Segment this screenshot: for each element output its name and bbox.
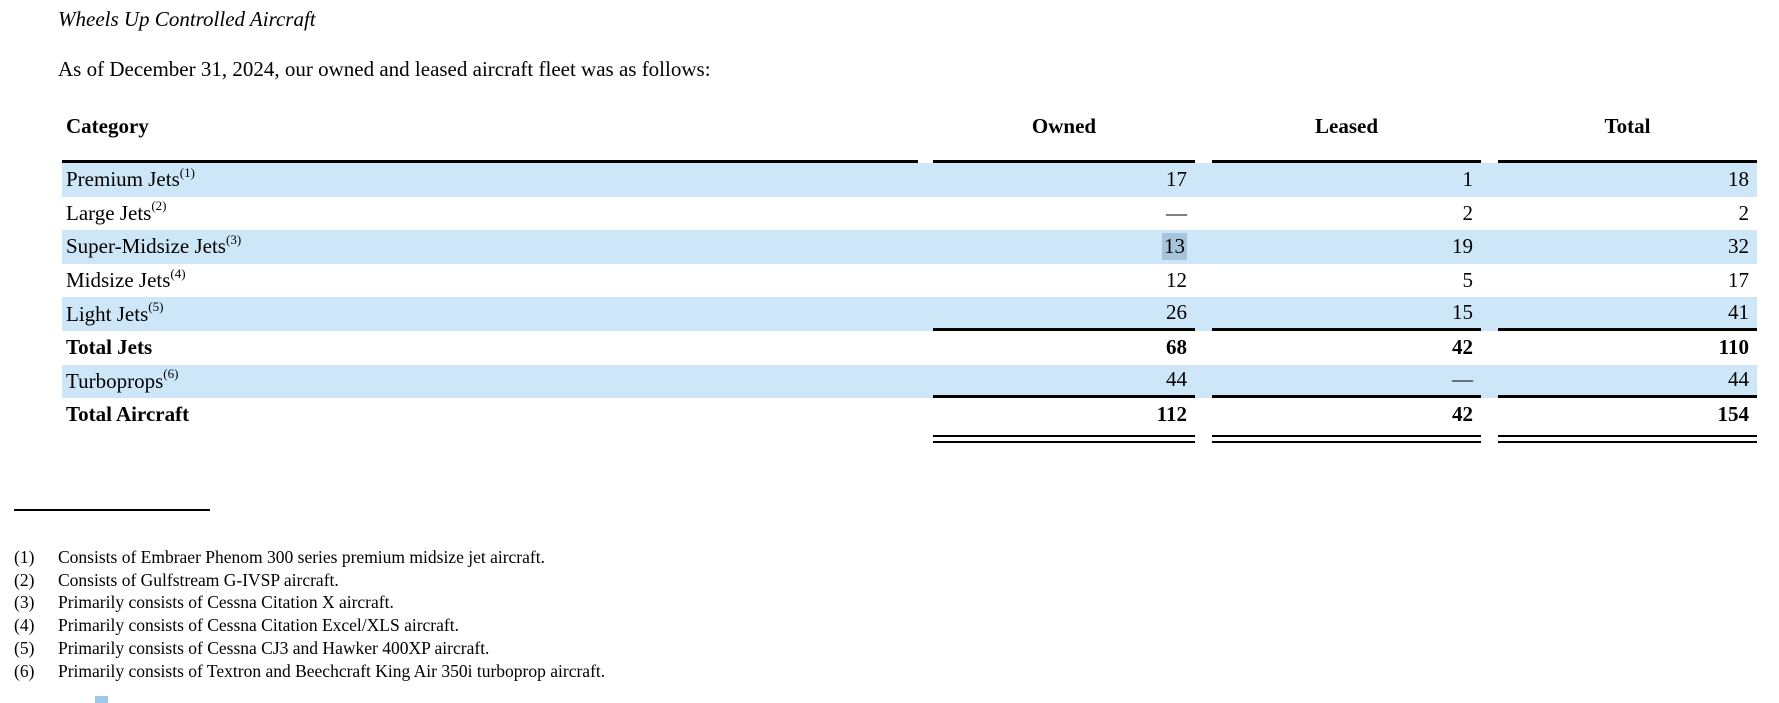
cell-category: Large Jets (2) bbox=[66, 198, 167, 225]
cell-leased: — bbox=[1212, 365, 1481, 399]
cell-owned: 44 bbox=[933, 365, 1195, 399]
table-row: Premium Jets (1) 17 1 18 bbox=[62, 163, 1757, 197]
cell-category: Super-Midsize Jets (3) bbox=[66, 231, 242, 259]
cell-leased: 42 bbox=[1452, 402, 1473, 427]
footnote-text: Consists of Gulfstream G-IVSP aircraft. bbox=[58, 569, 339, 590]
cell-total: 154 bbox=[1717, 402, 1750, 427]
column-header-category: Category bbox=[62, 108, 918, 163]
footnote-line: (1) Consists of Embraer Phenom 300 series… bbox=[14, 546, 1214, 569]
footnote-number: (6) bbox=[14, 660, 35, 681]
column-header-owned: Owned bbox=[933, 108, 1195, 163]
cell-leased: 2 bbox=[1462, 200, 1474, 225]
double-rule-cell-total bbox=[1498, 432, 1757, 450]
double-rule-row bbox=[62, 432, 1757, 450]
double-rule bbox=[933, 434, 1195, 443]
cell-category: Midsize Jets (4) bbox=[66, 265, 186, 293]
selected-text: 13 bbox=[1162, 233, 1187, 261]
cell-owned: 112 bbox=[1156, 402, 1187, 427]
footnote-number: (5) bbox=[14, 637, 35, 658]
cell-owned: 68 bbox=[1166, 335, 1187, 360]
cell-total: 17 bbox=[1728, 268, 1749, 293]
footnote-number: (4) bbox=[14, 615, 35, 636]
table-row: Light Jets (5) 26 15 41 bbox=[62, 297, 1757, 331]
footnote-number: (2) bbox=[14, 569, 35, 590]
footnote-number: (3) bbox=[14, 592, 35, 613]
column-header-leased: Leased bbox=[1212, 108, 1481, 163]
table-row: Turboprops (6) 44 — 44 bbox=[62, 364, 1757, 399]
cell-leased: 19 bbox=[1452, 234, 1473, 259]
cell-total: 110 bbox=[1718, 335, 1749, 360]
cell-category-empty bbox=[62, 432, 918, 450]
cell-category: Total Aircraft bbox=[66, 402, 190, 427]
selection-artifact bbox=[95, 696, 108, 703]
table-row: Total Jets 68 42 110 bbox=[62, 331, 1757, 365]
cell-total: 41 bbox=[1498, 297, 1757, 331]
table-row: Midsize Jets (4) 12 5 17 bbox=[62, 264, 1757, 298]
cell-leased: 5 bbox=[1462, 268, 1474, 293]
cell-category: Total Jets bbox=[66, 335, 153, 360]
intro-paragraph: As of December 31, 2024, our owned and l… bbox=[58, 57, 711, 81]
double-rule-cell-owned bbox=[933, 432, 1195, 450]
cell-total: 32 bbox=[1728, 234, 1749, 259]
footnotes-list: (1) Consists of Embraer Phenom 300 series… bbox=[14, 546, 1214, 682]
footnote-line: (4) Primarily consists of Cessna Citation… bbox=[14, 614, 1214, 637]
cell-owned: 12 bbox=[1166, 268, 1187, 293]
cell-total: 44 bbox=[1498, 365, 1757, 399]
cell-leased: 1 bbox=[1462, 167, 1474, 192]
cell-owned: 26 bbox=[933, 297, 1195, 331]
table-row: Large Jets (2) — 2 2 bbox=[62, 197, 1757, 231]
footnote-text: Primarily consists of Textron and Beechc… bbox=[58, 660, 606, 681]
cell-owned: — bbox=[1166, 200, 1187, 225]
footnote-line: (6) Primarily consists of Textron and Bee… bbox=[14, 660, 1214, 683]
double-rule bbox=[1498, 434, 1757, 443]
footnote-separator-rule bbox=[14, 509, 210, 511]
double-rule-cell-leased bbox=[1212, 432, 1481, 450]
cell-owned: 17 bbox=[1166, 167, 1187, 192]
fleet-table: Category Owned Leased Total Premium Jets… bbox=[62, 108, 1757, 450]
cell-owned: 13 bbox=[933, 230, 1195, 264]
table-row: Total Aircraft 112 42 154 bbox=[62, 398, 1757, 432]
cell-category: Turboprops (6) bbox=[66, 366, 179, 393]
cell-leased: 15 bbox=[1212, 297, 1481, 331]
cell-total: 18 bbox=[1728, 167, 1749, 192]
footnote-line: (3) Primarily consists of Cessna Citation… bbox=[14, 591, 1214, 614]
cell-category: Premium Jets (1) bbox=[66, 164, 195, 192]
footnote-text: Primarily consists of Cessna CJ3 and Haw… bbox=[58, 637, 490, 658]
footnote-line: (5) Primarily consists of Cessna CJ3 and … bbox=[14, 637, 1214, 660]
footnote-text: Consists of Embraer Phenom 300 series pr… bbox=[58, 547, 545, 567]
footnote-number: (1) bbox=[14, 547, 35, 567]
double-rule bbox=[1212, 434, 1481, 443]
footnote-text: Primarily consists of Cessna Citation Ex… bbox=[58, 615, 459, 636]
section-title: Wheels Up Controlled Aircraft bbox=[58, 7, 316, 31]
cell-total: 2 bbox=[1738, 200, 1750, 225]
column-header-total: Total bbox=[1498, 108, 1757, 163]
cell-category: Light Jets (5) bbox=[66, 299, 164, 326]
footnote-text: Primarily consists of Cessna Citation X … bbox=[58, 592, 394, 613]
cell-leased: 42 bbox=[1452, 335, 1473, 360]
table-header-row: Category Owned Leased Total bbox=[62, 108, 1757, 163]
table-row: Super-Midsize Jets (3) 13 19 32 bbox=[62, 230, 1757, 264]
footnote-line: (2) Consists of Gulfstream G-IVSP aircraf… bbox=[14, 569, 1214, 592]
